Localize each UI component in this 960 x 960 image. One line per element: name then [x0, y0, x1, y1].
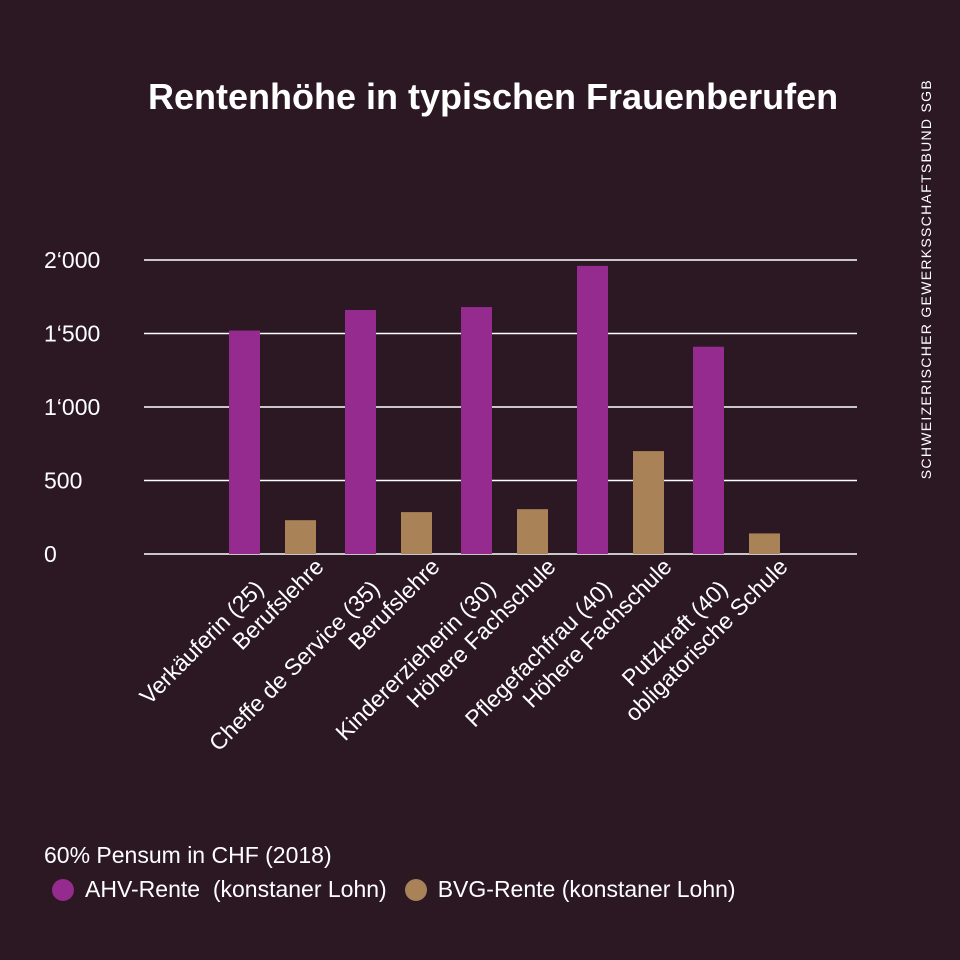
legend-label-ahv: AHV-Rente (konstaner Lohn)	[85, 876, 387, 902]
legend-label-bvg: BVG-Rente (konstaner Lohn)	[437, 876, 736, 902]
y-tick-label: 2‘000	[44, 247, 100, 273]
bar-bvg	[517, 509, 548, 554]
bar-bvg	[749, 533, 780, 554]
y-tick-label: 1‘500	[44, 321, 100, 347]
legend-swatch-ahv	[52, 878, 74, 901]
y-tick-label: 1‘000	[44, 394, 100, 420]
bar-ahv	[461, 307, 492, 554]
bar-bvg	[401, 512, 432, 554]
y-tick-label: 0	[44, 541, 57, 567]
legend: AHV-Rente (konstaner Lohn) BVG-Rente (ko…	[52, 876, 736, 903]
bar-bvg	[633, 451, 664, 554]
y-tick-label: 500	[44, 468, 82, 494]
bar-bvg	[285, 520, 316, 554]
x-tick-label: Putzkraft (40)obligatorische Schule	[601, 534, 793, 726]
legend-title: 60% Pensum in CHF (2018)	[44, 842, 332, 868]
legend-item-bvg: BVG-Rente (konstaner Lohn)	[404, 876, 736, 903]
chart-title: Rentenhöhe in typischen Frauenberufen	[148, 76, 839, 117]
legend-swatch-bvg	[404, 878, 427, 901]
bar-ahv	[577, 265, 608, 554]
bar-ahv	[693, 346, 724, 554]
legend-item-ahv: AHV-Rente (konstaner Lohn)	[52, 876, 387, 903]
x-tick-label: Verkäuferin (25)Berufslehre	[134, 534, 328, 728]
bar-ahv	[345, 309, 376, 554]
bar-ahv	[229, 330, 260, 554]
